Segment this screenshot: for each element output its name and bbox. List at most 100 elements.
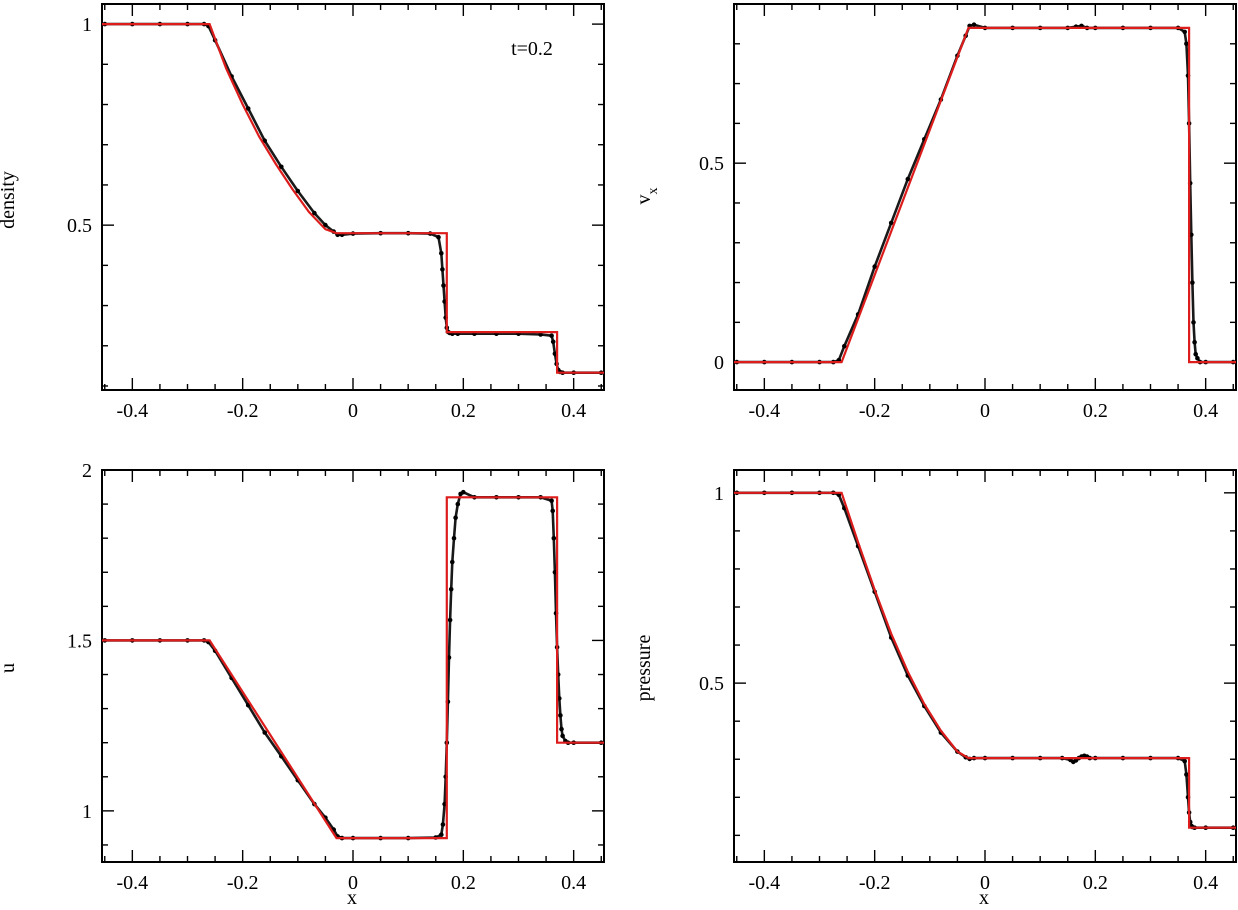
pressure-plot-frame xyxy=(733,469,1237,863)
density-ytick-label: 1 xyxy=(82,14,92,36)
pressure-panel: -0.4 -0.2 0 0.2 0.4 0.5 1 pressure x xyxy=(633,469,1237,909)
density-xtick-label: -0.4 xyxy=(117,400,149,422)
u-marks xyxy=(102,489,604,841)
vx-simulation-point xyxy=(872,264,877,269)
density-analytic-line xyxy=(102,23,604,374)
density-simulation-point xyxy=(245,106,251,111)
pressure-ytick-label: 0.5 xyxy=(699,673,724,695)
u-simulation-point xyxy=(440,822,446,827)
u-plot-frame xyxy=(101,469,605,863)
u-simulation-point xyxy=(455,501,461,507)
density-simulation-point xyxy=(538,332,543,337)
vx-simulation-point xyxy=(888,220,894,226)
density-simulation-point xyxy=(441,283,446,288)
u-simulation-point xyxy=(448,587,454,592)
vx-xtick-label: 0 xyxy=(980,400,990,422)
vx-simulation-point xyxy=(905,176,911,182)
u-xlabel: x xyxy=(347,887,357,909)
u-simulation-point xyxy=(550,508,555,514)
density-simulation-point xyxy=(549,333,554,339)
u-xtick-label: -0.4 xyxy=(117,872,149,894)
u-simulation-point xyxy=(453,515,458,520)
vx-xtick-label: -0.4 xyxy=(749,400,781,422)
vx-tick-labels: -0.4 -0.2 0 0.2 0.4 0 0.5 xyxy=(699,153,1218,422)
density-xtick-label: 0.2 xyxy=(451,400,476,422)
vx-simulation-point xyxy=(1182,29,1187,35)
density-xtick-label: -0.2 xyxy=(227,400,259,422)
vx-simulation-point xyxy=(842,343,847,349)
pressure-xlabel: x xyxy=(979,887,989,909)
u-simulation-point xyxy=(551,535,557,541)
u-simulation-point xyxy=(450,559,455,565)
pressure-xtick-label: 0.4 xyxy=(1193,872,1218,894)
density-simulation-point xyxy=(550,339,556,345)
svg-text:vx: vx xyxy=(633,188,661,205)
density-xtick-label: 0.4 xyxy=(561,400,586,422)
vx-ytick-label: 0 xyxy=(714,352,724,374)
vx-xtick-label: -0.2 xyxy=(859,400,891,422)
vx-marks xyxy=(734,22,1236,365)
u-simulation-point xyxy=(560,733,565,739)
density-simulation-point xyxy=(312,210,317,216)
density-simulation-point xyxy=(436,234,441,240)
vx-plot-frame xyxy=(733,3,1237,391)
u-simulation-point xyxy=(549,498,554,504)
u-ytick-label: 1.5 xyxy=(67,630,92,652)
pressure-ticks xyxy=(734,470,1236,862)
density-simulation-point xyxy=(295,188,301,194)
vx-simulation-point xyxy=(1190,280,1195,285)
vx-simulation-trace xyxy=(736,23,1234,364)
vx-analytic-line xyxy=(734,26,1236,364)
u-xtick-label: 0.4 xyxy=(561,872,586,894)
density-xtick-label: 0 xyxy=(348,400,358,422)
time-annotation: t=0.2 xyxy=(511,38,553,60)
vx-simulation-point xyxy=(1191,320,1196,325)
u-simulation-point xyxy=(461,489,466,495)
u-xtick-label: 0.2 xyxy=(451,872,476,894)
pressure-marks xyxy=(734,490,1236,830)
u-ticks xyxy=(102,469,604,862)
vx-ticks xyxy=(734,3,1236,390)
pressure-xtick-label: -0.4 xyxy=(749,872,781,894)
u-simulation-point xyxy=(558,713,563,718)
pressure-tick-labels: -0.4 -0.2 0 0.2 0.4 0.5 1 xyxy=(699,483,1218,894)
density-marks xyxy=(102,21,604,376)
density-panel: -0.4 -0.2 0 0.2 0.4 0.5 1 density t=0.2 xyxy=(0,3,605,422)
pressure-xtick-label: 0 xyxy=(980,872,990,894)
u-simulation-point xyxy=(439,832,444,837)
u-simulation-trace xyxy=(104,490,602,840)
u-ytick-label: 2 xyxy=(82,460,92,482)
u-ytick-label: 1 xyxy=(82,801,92,823)
vx-ytick-label: 0.5 xyxy=(699,153,724,175)
density-ylabel: density xyxy=(0,171,19,229)
u-panel: -0.4 -0.2 0 0.2 0.4 1 1.5 2 u x xyxy=(0,460,605,909)
pressure-ytick-label: 1 xyxy=(714,483,724,505)
pressure-simulation-trace xyxy=(736,491,1234,830)
density-tick-labels: -0.4 -0.2 0 0.2 0.4 0.5 1 xyxy=(67,14,586,422)
pressure-ylabel: pressure xyxy=(633,635,655,702)
density-simulation-point xyxy=(279,164,284,170)
density-ticks xyxy=(102,4,604,390)
density-simulation-trace xyxy=(104,22,602,375)
vx-ylabel-main: v xyxy=(633,195,655,205)
pressure-xtick-label: 0.2 xyxy=(1083,872,1108,894)
u-simulation-point xyxy=(559,726,564,732)
u-ylabel: u xyxy=(0,663,19,673)
vx-ylabel-sub: x xyxy=(646,188,661,195)
u-simulation-point xyxy=(451,535,457,541)
vx-panel: -0.4 -0.2 0 0.2 0.4 0 0.5 vx xyxy=(633,3,1237,422)
vx-ylabel: vx xyxy=(633,188,661,205)
vx-simulation-point xyxy=(1193,351,1198,357)
u-tick-labels: -0.4 -0.2 0 0.2 0.4 1 1.5 2 xyxy=(67,460,586,894)
density-simulation-point xyxy=(440,267,445,272)
vx-simulation-point xyxy=(971,22,977,28)
density-simulation-point xyxy=(439,251,444,256)
density-ytick-label: 0.5 xyxy=(67,215,92,237)
vx-simulation-point xyxy=(1192,339,1197,345)
u-simulation-point xyxy=(447,617,453,623)
pressure-simulation-point xyxy=(1182,758,1187,764)
pressure-analytic-line xyxy=(734,491,1236,829)
vx-simulation-point xyxy=(1195,355,1200,361)
vx-xtick-label: 0.2 xyxy=(1083,400,1108,422)
